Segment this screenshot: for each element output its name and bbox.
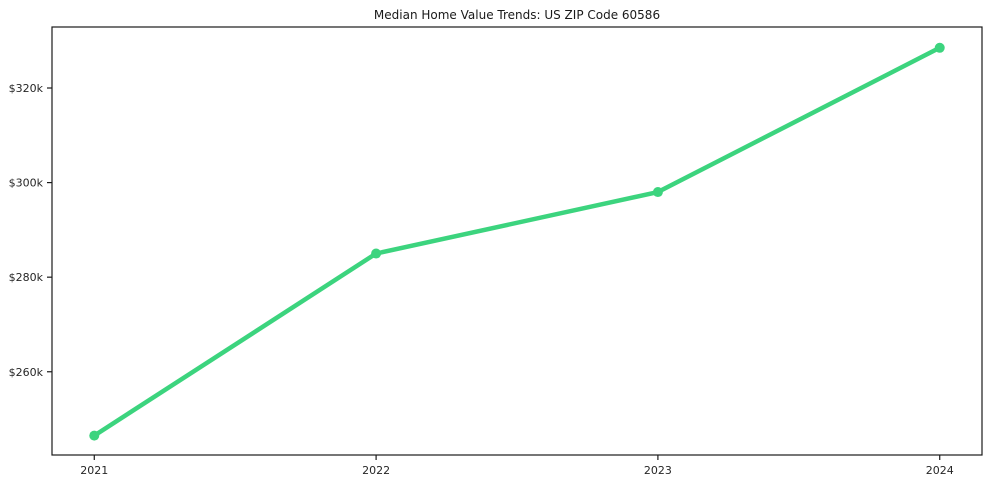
x-tick-label: 2023 — [644, 464, 672, 477]
x-tick-label: 2021 — [80, 464, 108, 477]
x-tick-label: 2022 — [362, 464, 390, 477]
data-point-marker — [934, 42, 945, 53]
data-point-marker — [652, 187, 663, 198]
y-tick-label: $320k — [9, 82, 44, 95]
data-point-marker — [89, 430, 100, 441]
y-tick-label: $260k — [9, 366, 44, 379]
chart-title: Median Home Value Trends: US ZIP Code 60… — [373, 8, 661, 22]
y-tick-label: $280k — [9, 271, 44, 284]
trend-line — [92, 45, 942, 438]
data-point-marker — [371, 248, 382, 259]
plot-border — [51, 26, 983, 456]
y-tick-label: $300k — [9, 177, 44, 190]
x-tick-label: 2024 — [926, 464, 954, 477]
